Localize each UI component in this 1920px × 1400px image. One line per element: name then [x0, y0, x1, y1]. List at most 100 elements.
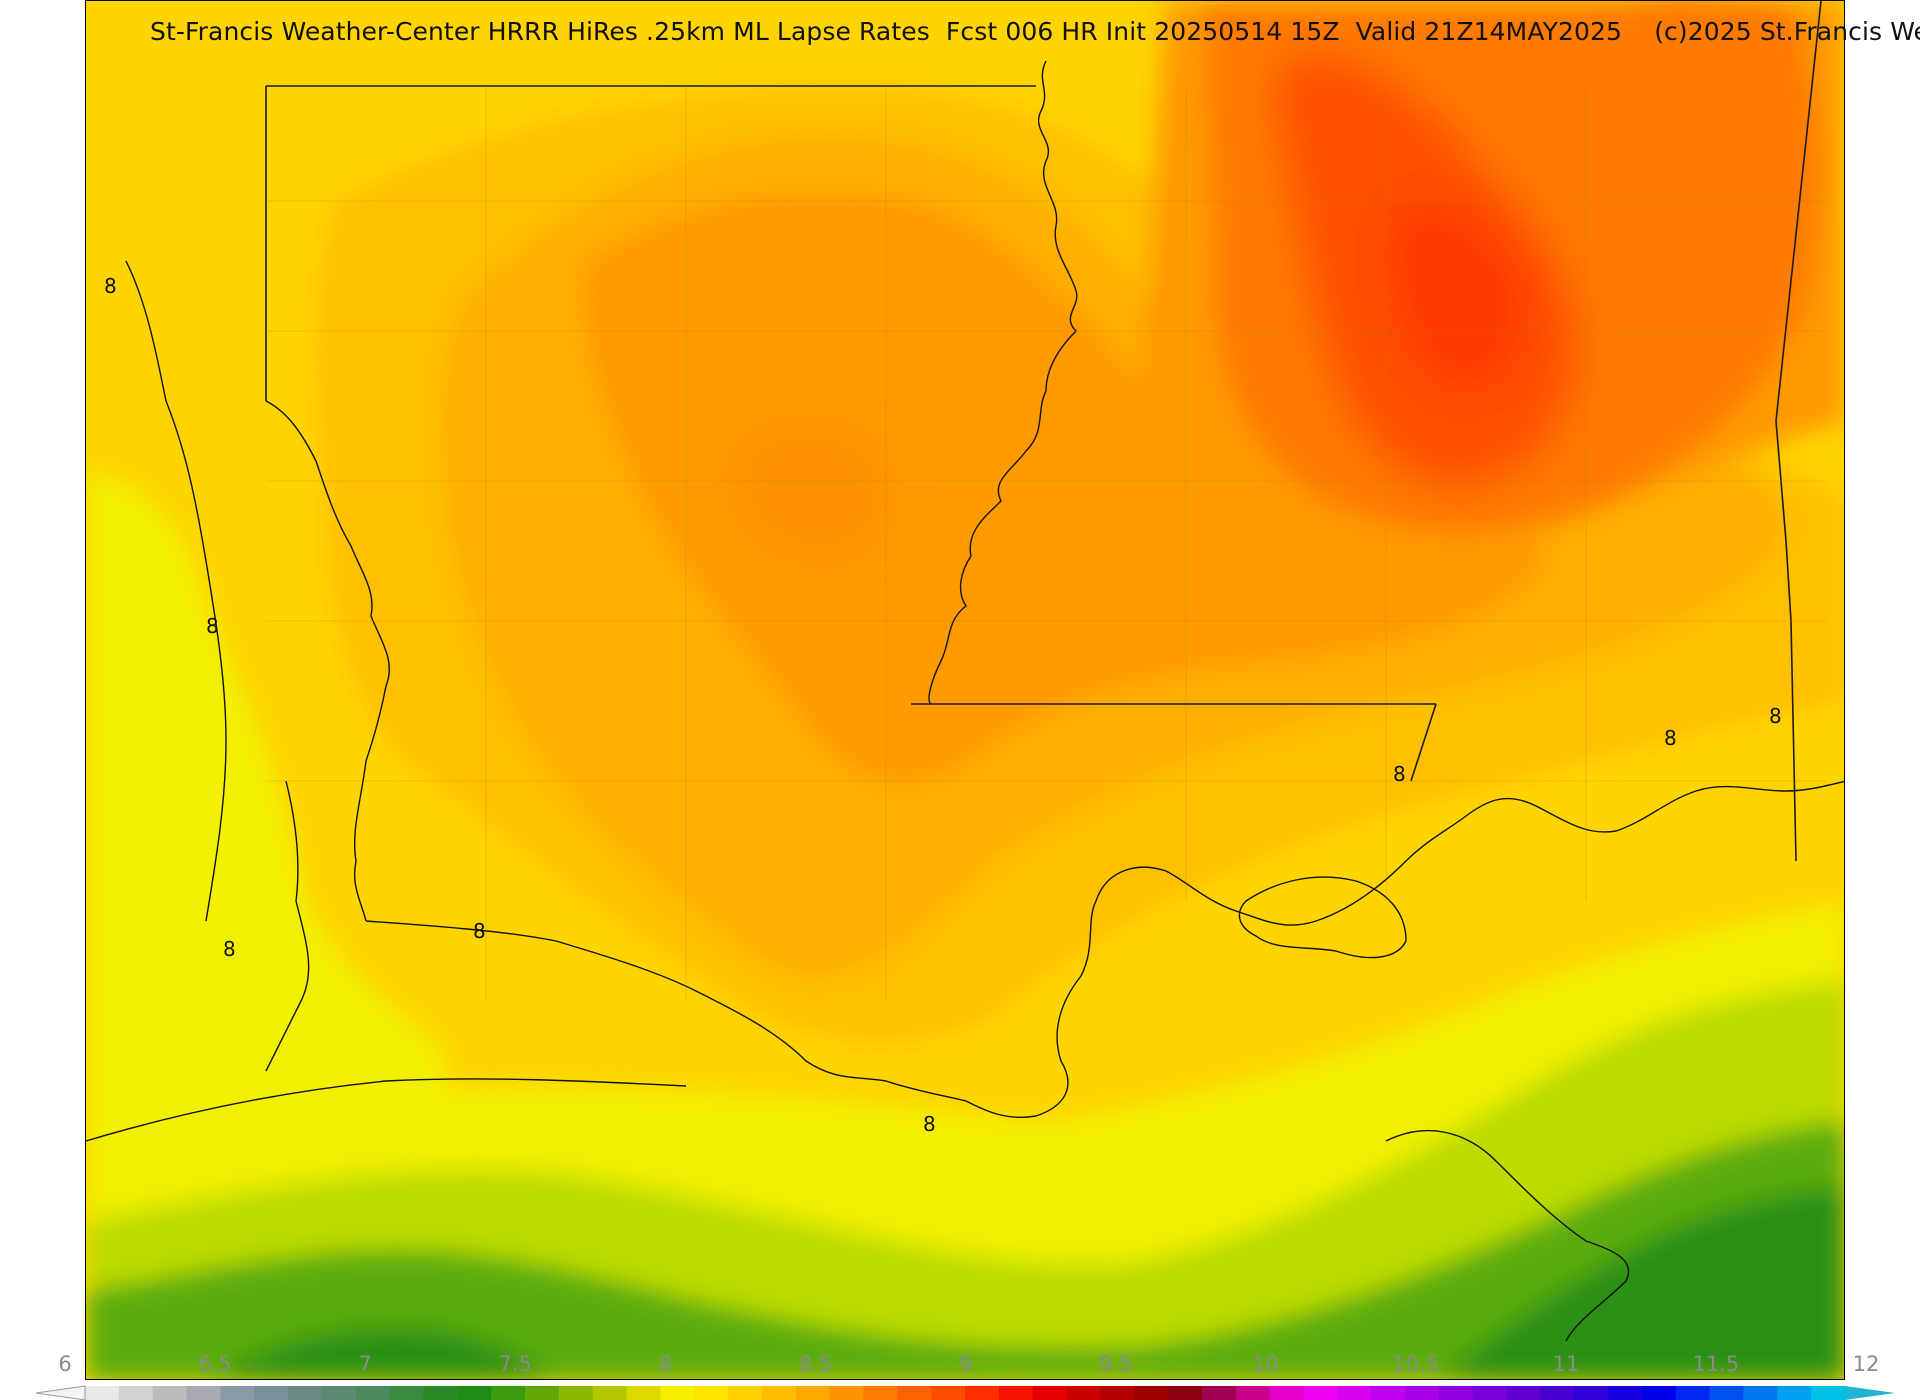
colorbar-cell	[457, 1386, 492, 1400]
field-green-dark	[209, 1186, 1844, 1379]
colorbar-cell	[1134, 1386, 1169, 1400]
colorbar-tick-label: 9.5	[1098, 1352, 1133, 1376]
colorbar-cell	[1201, 1386, 1237, 1400]
colorbar-cell	[998, 1386, 1034, 1400]
colorbar-cell	[1675, 1386, 1711, 1400]
colorbar-cell	[1506, 1386, 1541, 1400]
colorbar-cell	[1337, 1386, 1372, 1400]
lapse-rate-field: 8 8 8 8 8 8 8 8	[86, 1, 1844, 1379]
colorbar-cell	[1168, 1386, 1203, 1400]
colorbar-cell	[1743, 1386, 1778, 1400]
colorbar-cell	[152, 1386, 188, 1400]
colorbar-cell	[423, 1386, 458, 1400]
contour-label: 8	[473, 919, 486, 943]
weather-map: 8 8 8 8 8 8 8 8	[85, 0, 1845, 1380]
colorbar-tick-label: 6.5	[198, 1352, 232, 1376]
state-line-pearl	[1410, 703, 1437, 782]
colorbar-cell	[626, 1386, 661, 1400]
colorbar-cell	[1066, 1386, 1101, 1400]
colorbar-tick-label: 10.5	[1392, 1352, 1440, 1376]
gulf-coast-east	[86, 1078, 687, 1142]
colorbar-cell	[1472, 1386, 1508, 1400]
colorbar-cell	[931, 1386, 966, 1400]
contour-label: 8	[1769, 704, 1782, 728]
colorbar-tick-label: 12	[1852, 1352, 1880, 1376]
state-boundaries	[265, 1, 1822, 862]
colorbar-cell	[254, 1386, 289, 1400]
colorbar-cell	[525, 1386, 560, 1400]
state-line-east-al	[1775, 420, 1797, 862]
colorbar-tick-label: 6	[58, 1352, 72, 1376]
colorbar-cell	[829, 1386, 864, 1400]
colorbar-cell	[1709, 1386, 1744, 1400]
colorbar-tick-label: 7.5	[498, 1352, 532, 1376]
colorbar-cell	[1235, 1386, 1271, 1400]
contour-label: 8	[923, 1112, 936, 1136]
colorbar-cell	[288, 1386, 323, 1400]
colorbar-cell	[694, 1386, 729, 1400]
colorbar-tick-label: 8.5	[798, 1352, 833, 1376]
delta-marsh-outline	[1385, 1129, 1630, 1342]
colorbar-cell	[795, 1386, 831, 1400]
colorbar-cell	[389, 1386, 424, 1400]
river-lines	[86, 60, 1844, 1342]
ms-coast	[1465, 780, 1844, 833]
colorbar-cell	[592, 1386, 628, 1400]
colorbar-tick-label: 11.5	[1692, 1352, 1740, 1376]
colorbar-cell	[558, 1386, 594, 1400]
colorbar-cell	[1303, 1386, 1338, 1400]
state-line-ne	[1775, 1, 1822, 422]
colorbar-tick-label: 8	[658, 1352, 673, 1376]
sabine-river	[265, 400, 390, 922]
colorbar-cell	[1608, 1386, 1643, 1400]
colorbar-cell	[1405, 1386, 1440, 1400]
colorbar-tick-label: 11	[1552, 1352, 1580, 1376]
lake-pontchartrain	[1238, 876, 1407, 959]
colorbar-cell	[491, 1386, 526, 1400]
colorbar-cell	[1574, 1386, 1609, 1400]
colorbar-cell	[1811, 1386, 1846, 1400]
colorbar-cell	[728, 1386, 763, 1400]
contour-labels: 8 8 8 8 8 8 8 8	[104, 274, 1782, 1136]
colorbar-tick-label: 10	[1252, 1352, 1280, 1376]
colorbar-cell	[1269, 1386, 1304, 1400]
texas-river-west	[125, 260, 227, 922]
colorbar-cell	[118, 1386, 154, 1400]
contour-label: 8	[223, 937, 236, 961]
colorbar-cell	[897, 1386, 932, 1400]
colorbar	[35, 1385, 1895, 1400]
field-orange-center	[738, 429, 884, 552]
colorbar-cell	[1777, 1386, 1812, 1400]
colorbar-cell	[1438, 1386, 1474, 1400]
colorbar-cell	[660, 1386, 695, 1400]
contour-label: 8	[1664, 726, 1677, 750]
field-red-core	[1386, 199, 1529, 392]
contour-label: 8	[206, 614, 219, 638]
colorbar-cell	[1100, 1386, 1135, 1400]
colorbar-cell	[186, 1386, 221, 1400]
louisiana-coast	[365, 815, 1467, 1118]
colorbar-cells	[85, 1386, 1846, 1400]
colorbar-min-triangle	[35, 1385, 86, 1400]
colorbar-tick-label: 7	[358, 1352, 372, 1376]
colorbar-cell	[965, 1386, 1000, 1400]
colorbar-cell	[355, 1386, 391, 1400]
colorbar-cell	[321, 1386, 357, 1400]
colorbar-cell	[761, 1386, 797, 1400]
county-lines	[266, 86, 1826, 1001]
field-green	[86, 1121, 1844, 1379]
colorbar-tick-label: 9	[958, 1352, 973, 1376]
colorbar-cell	[220, 1386, 255, 1400]
colorbar-cell	[1032, 1386, 1068, 1400]
colorbar-cell	[85, 1386, 120, 1400]
field-orange-northeast-corner	[1638, 8, 1776, 95]
colorbar-max-triangle	[1845, 1386, 1895, 1400]
contour-label: 8	[1393, 762, 1406, 786]
mississippi-river	[928, 60, 1078, 705]
map-title: St-Francis Weather-Center HRRR HiRes .25…	[150, 17, 1920, 46]
colorbar-cell	[863, 1386, 898, 1400]
colorbar-cell	[1540, 1386, 1575, 1400]
texas-river-east	[265, 780, 310, 1072]
contour-label: 8	[104, 274, 117, 298]
field-orange	[584, 193, 1546, 782]
